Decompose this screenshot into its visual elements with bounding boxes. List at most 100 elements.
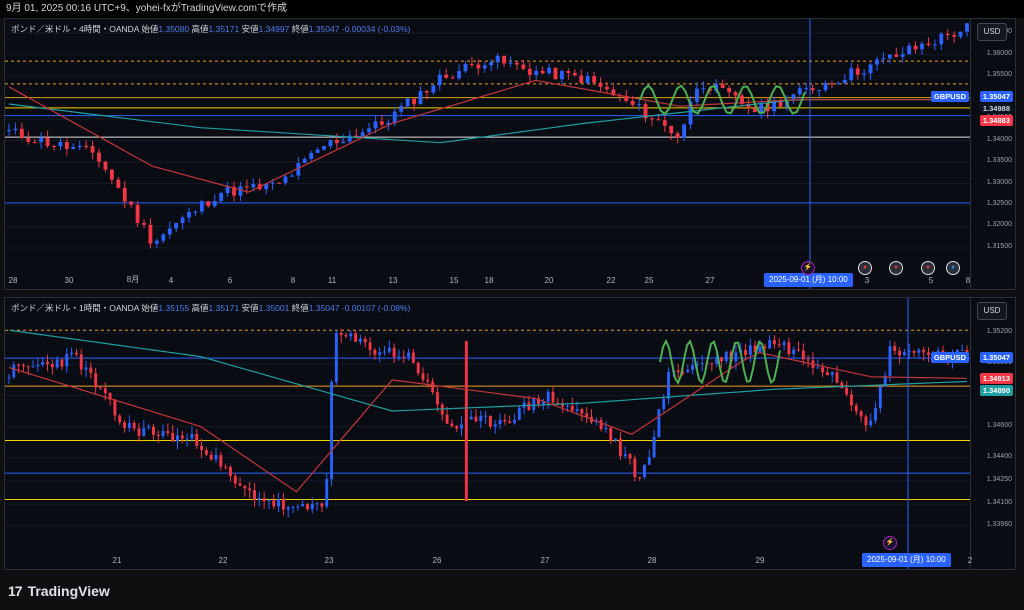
candle-body <box>810 88 815 91</box>
candle-body <box>565 405 569 407</box>
chart-pane-4h[interactable]: ポンド／米ドル・4時間・OANDA 始値1.35080 高値1.35171 安値… <box>4 18 1016 290</box>
candle-body <box>965 349 969 354</box>
candle-body <box>405 98 410 107</box>
candle-body <box>171 432 175 442</box>
x-axis-label: 28 <box>647 556 657 565</box>
candle-body <box>349 333 353 337</box>
candle-body <box>849 68 854 80</box>
close-value: 1.35047 <box>308 24 340 34</box>
candle-body <box>392 111 397 123</box>
candle-body <box>836 83 841 85</box>
symbol-tag: GBPUSD <box>930 352 969 364</box>
candle-body <box>90 145 95 153</box>
candle-body <box>546 391 550 402</box>
candle-body <box>883 375 887 387</box>
candle-body <box>224 466 228 468</box>
candle-body <box>360 132 365 137</box>
candle-body <box>638 477 642 479</box>
candle-body <box>154 240 159 244</box>
candle-body <box>277 499 281 507</box>
candle-body <box>657 409 661 437</box>
candle-body <box>315 149 320 153</box>
candle-body <box>561 402 565 407</box>
candle-body <box>52 146 56 148</box>
candle-body <box>418 91 423 105</box>
candle-body <box>74 352 78 355</box>
candle-body <box>720 357 723 362</box>
candle-body <box>46 361 49 365</box>
candle-body <box>26 137 31 142</box>
candle-body <box>715 357 719 364</box>
candle-body <box>142 427 146 436</box>
candle-body <box>77 145 82 148</box>
candle-body <box>920 43 924 50</box>
candle-body <box>470 63 474 65</box>
x-axis-label: 18 <box>484 276 494 285</box>
candle-body <box>328 139 333 147</box>
candle-body <box>84 367 88 370</box>
candle-body <box>479 415 483 422</box>
candle-body <box>193 211 198 213</box>
candle-body <box>310 503 314 510</box>
candle-body <box>878 386 882 409</box>
candle-body <box>955 350 959 353</box>
candle-body <box>436 392 439 405</box>
candle-body <box>700 362 704 364</box>
price-tick-label: 1.33000 <box>986 178 1012 186</box>
candle-body <box>399 106 404 112</box>
candlestick-chart-4h[interactable] <box>5 19 973 289</box>
candle-body <box>455 426 459 429</box>
candlestick-chart-1h[interactable] <box>5 298 973 569</box>
price-scale[interactable]: 1.352001.350001.348001.346001.344001.342… <box>970 298 1015 569</box>
ma-cyan-price-tag: 1.34890 <box>979 384 1013 396</box>
candle-body <box>209 454 213 460</box>
candle-body <box>444 74 449 78</box>
candle-body <box>898 350 902 356</box>
candle-body <box>397 356 401 358</box>
candle-body <box>907 350 911 353</box>
candle-body <box>450 423 454 427</box>
candle-body <box>682 124 687 138</box>
candle-body <box>244 186 249 188</box>
candle-body <box>109 169 114 180</box>
candle-body <box>457 71 461 79</box>
candle-body <box>835 372 839 383</box>
candle-body <box>474 416 478 422</box>
price-tick-label: 1.34400 <box>986 452 1012 460</box>
candle-body <box>939 33 944 45</box>
candle-body <box>772 100 777 112</box>
candle-body <box>560 71 564 80</box>
candle-body <box>334 139 339 144</box>
candle-body <box>243 485 247 489</box>
x-axis-label: 13 <box>388 276 398 285</box>
price-scale[interactable]: 1.365001.360001.355001.350001.345001.340… <box>970 19 1015 289</box>
x-axis-label: 8 <box>290 276 296 285</box>
candle-body <box>746 103 751 109</box>
us-flag-icon: ● <box>858 261 872 275</box>
candle-body <box>354 135 359 137</box>
candle-body <box>740 95 744 104</box>
currency-button[interactable]: USD <box>977 23 1007 41</box>
candle-body <box>431 85 436 93</box>
candle-body <box>214 455 218 460</box>
price-tick-label: 1.32000 <box>986 221 1012 229</box>
top-bar: 9月 01, 2025 00:16 UTC+9、yohei-fxがTrading… <box>0 0 1024 18</box>
candle-body <box>720 83 725 88</box>
candle-body <box>283 176 288 183</box>
x-axis-label: 5 <box>928 276 934 285</box>
candle-body <box>695 88 699 102</box>
x-axis-label: 22 <box>218 556 228 565</box>
candle-body <box>527 402 531 410</box>
candle-body <box>281 499 285 510</box>
candle-body <box>633 458 637 478</box>
candle-body <box>859 411 863 417</box>
candle-body <box>383 351 386 353</box>
x-axis-label: 20 <box>544 276 554 285</box>
chart-pane-1h[interactable]: ポンド／米ドル・1時間・OANDA 始値1.35155 高値1.35171 安値… <box>4 297 1016 570</box>
candle-body <box>570 405 574 411</box>
currency-button[interactable]: USD <box>977 302 1007 320</box>
candle-body <box>248 488 252 491</box>
candle-body <box>611 89 616 96</box>
candle-body <box>763 346 767 349</box>
candle-body <box>868 64 873 74</box>
